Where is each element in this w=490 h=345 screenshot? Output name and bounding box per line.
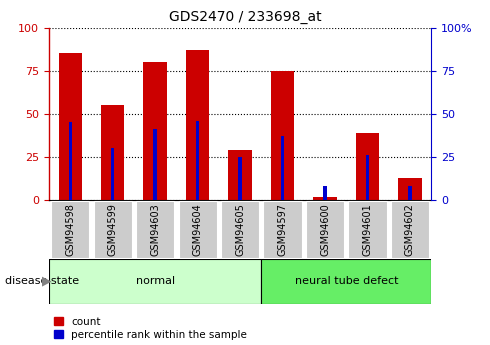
Bar	[398, 178, 421, 200]
Bar	[111, 148, 114, 200]
Text: GSM94600: GSM94600	[320, 203, 330, 256]
FancyBboxPatch shape	[306, 201, 344, 258]
Text: GSM94601: GSM94601	[363, 203, 372, 256]
FancyBboxPatch shape	[391, 201, 429, 258]
Text: GSM94604: GSM94604	[193, 203, 203, 256]
Bar	[366, 155, 369, 200]
FancyBboxPatch shape	[221, 201, 259, 258]
Bar	[101, 105, 124, 200]
Text: GSM94597: GSM94597	[277, 203, 288, 256]
Text: neural tube defect: neural tube defect	[294, 276, 398, 286]
FancyBboxPatch shape	[178, 201, 217, 258]
Text: GSM94603: GSM94603	[150, 203, 160, 256]
Bar	[239, 157, 242, 200]
Legend: count, percentile rank within the sample: count, percentile rank within the sample	[54, 317, 247, 340]
FancyBboxPatch shape	[264, 201, 302, 258]
Text: disease state: disease state	[5, 276, 79, 286]
Bar	[271, 71, 294, 200]
Bar	[69, 122, 72, 200]
Text: GSM94602: GSM94602	[405, 203, 415, 256]
Bar	[144, 62, 167, 200]
FancyBboxPatch shape	[94, 201, 132, 258]
Text: normal: normal	[136, 276, 175, 286]
Bar	[314, 197, 337, 200]
FancyBboxPatch shape	[136, 201, 174, 258]
Bar	[186, 50, 209, 200]
Bar	[153, 129, 157, 200]
Bar	[228, 150, 252, 200]
Text: GDS2470 / 233698_at: GDS2470 / 233698_at	[169, 10, 321, 24]
FancyBboxPatch shape	[261, 259, 431, 304]
Bar	[59, 53, 82, 200]
Text: GSM94605: GSM94605	[235, 203, 245, 256]
FancyBboxPatch shape	[51, 201, 89, 258]
Bar	[281, 136, 284, 200]
Bar	[323, 186, 327, 200]
Bar	[408, 186, 412, 200]
Text: ▶: ▶	[42, 275, 51, 288]
FancyBboxPatch shape	[49, 259, 261, 304]
Bar	[356, 133, 379, 200]
Text: GSM94598: GSM94598	[65, 203, 75, 256]
FancyBboxPatch shape	[348, 201, 387, 258]
Text: GSM94599: GSM94599	[108, 203, 118, 256]
Bar	[196, 121, 199, 200]
